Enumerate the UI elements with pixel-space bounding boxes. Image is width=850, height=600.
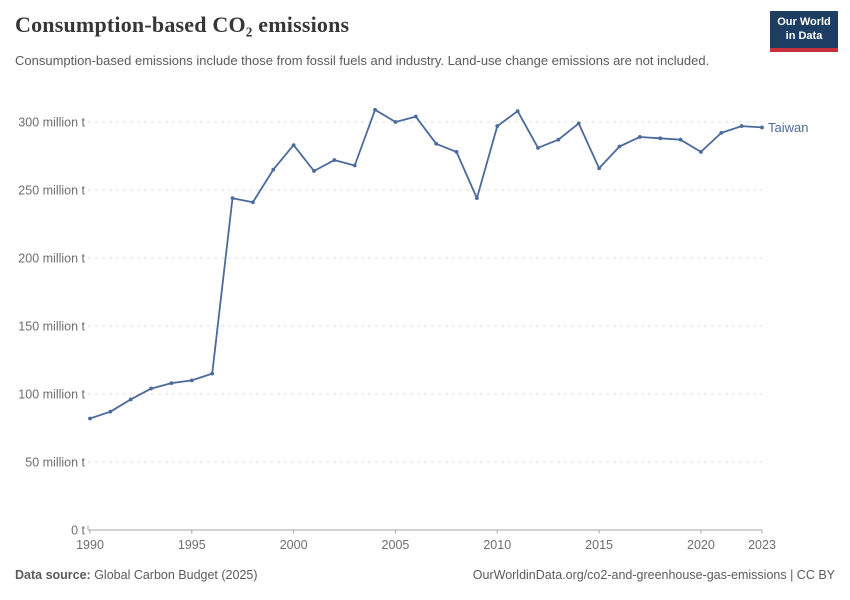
chart-subtitle: Consumption-based emissions include thos… [15, 53, 710, 68]
data-point [434, 141, 439, 146]
data-point [149, 386, 153, 391]
x-axis-tick-label: 2020 [687, 538, 715, 552]
page-title: Consumption-based CO₂ emissions [15, 12, 350, 37]
data-point [312, 169, 316, 173]
series-label-taiwan: Taiwan [768, 120, 808, 135]
y-axis-tick-label: 100 million t [18, 388, 85, 402]
data-point [617, 144, 622, 149]
data-point [88, 416, 92, 421]
data-point [576, 121, 581, 126]
data-point [393, 120, 398, 124]
data-point [352, 163, 357, 168]
y-axis-tick-label: 150 million t [18, 320, 85, 334]
x-axis-tick-label: 1995 [178, 538, 206, 552]
y-axis-tick-label: 250 million t [18, 184, 85, 198]
data-point [515, 109, 520, 114]
data-point [658, 136, 663, 141]
x-axis-tick-label: 1990 [76, 538, 104, 552]
data-source-note: Data source: Global Carbon Budget (2025) [15, 568, 258, 582]
data-point [271, 167, 276, 172]
data-point [637, 135, 642, 139]
data-point [413, 114, 418, 119]
owid-logo-line2: in Data [785, 29, 823, 42]
data-point [719, 130, 724, 135]
data-point [373, 107, 377, 112]
data-point [251, 200, 255, 205]
data-point [597, 166, 601, 171]
data-point [760, 125, 764, 130]
data-point [699, 150, 703, 154]
series-line-taiwan [89, 108, 763, 420]
data-point [108, 409, 113, 414]
attribution-note: OurWorldinData.org/co2-and-greenhouse-ga… [472, 568, 835, 582]
data-point [169, 381, 174, 386]
data-point [230, 196, 235, 201]
x-axis-tick-label: 2015 [585, 538, 613, 552]
owid-logo: Our World in Data [770, 11, 838, 52]
data-point [475, 196, 479, 201]
data-source-label: Data source: [15, 568, 91, 582]
data-point [739, 124, 744, 128]
data-point [454, 150, 459, 154]
data-point [291, 143, 296, 148]
data-point [536, 145, 540, 150]
data-point [332, 158, 337, 162]
y-axis-tick-label: 50 million t [25, 456, 85, 470]
data-point [678, 137, 683, 142]
x-axis-tick-label: 2023 [748, 538, 776, 552]
x-axis-tick-label: 2005 [382, 538, 410, 552]
y-axis-tick-label: 0 t [71, 524, 85, 538]
data-point [210, 371, 215, 376]
y-axis-tick-label: 200 million t [18, 252, 85, 266]
owid-logo-line1: Our World [777, 15, 831, 28]
data-point [189, 378, 194, 383]
data-point [128, 397, 133, 402]
x-axis-tick-label: 2000 [280, 538, 308, 552]
x-axis-tick-label: 2010 [483, 538, 511, 552]
y-axis-tick-label: 300 million t [18, 116, 85, 130]
data-source-value: Global Carbon Budget (2025) [90, 568, 258, 582]
data-point [556, 137, 561, 142]
data-point [495, 124, 500, 128]
